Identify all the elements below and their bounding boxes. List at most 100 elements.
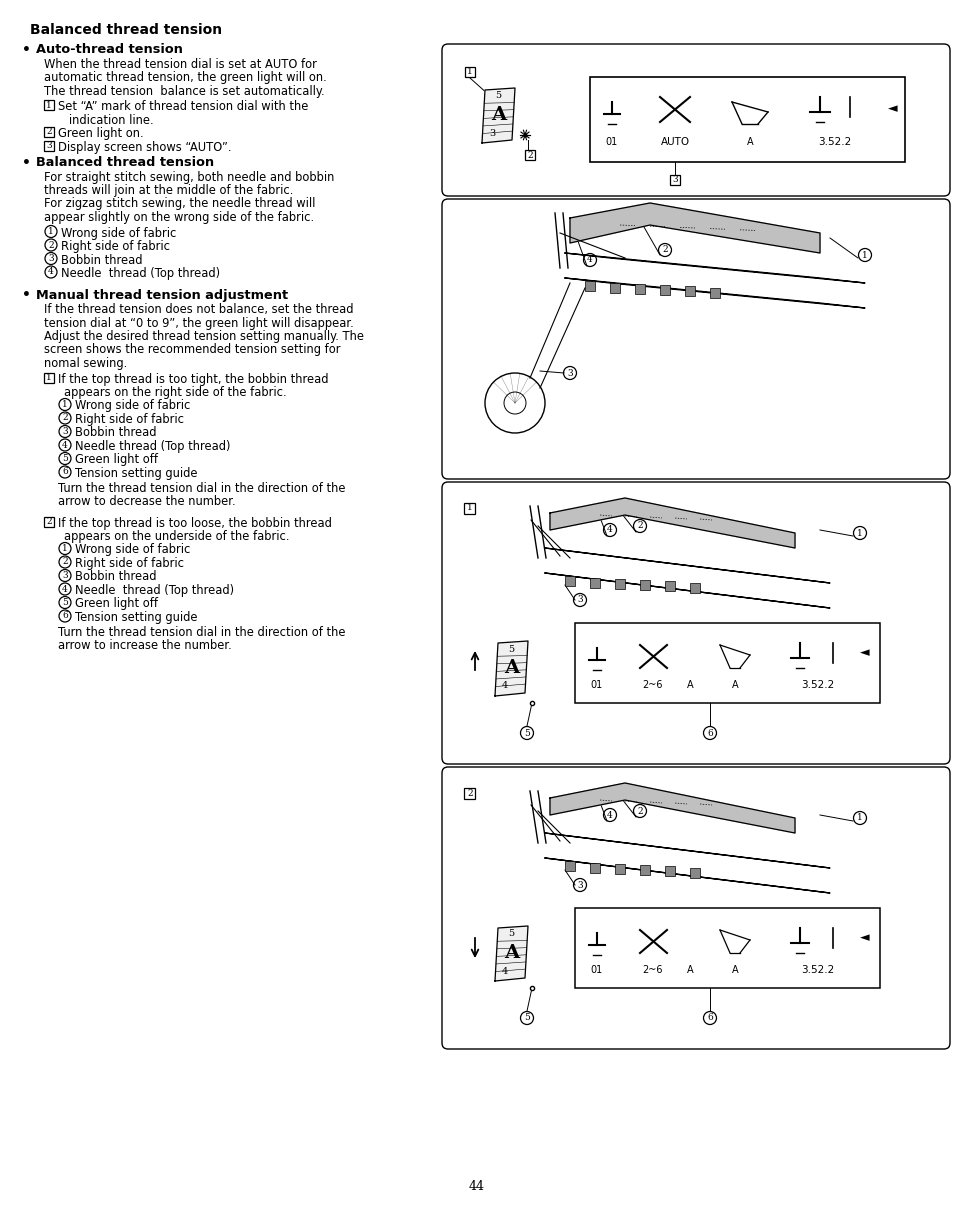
Bar bbox=[584, 281, 595, 292]
Text: A: A bbox=[686, 965, 693, 974]
Text: AUTO: AUTO bbox=[659, 137, 689, 147]
Text: Balanced thread tension: Balanced thread tension bbox=[36, 156, 213, 169]
Text: Manual thread tension adjustment: Manual thread tension adjustment bbox=[36, 288, 288, 301]
Text: Right side of fabric: Right side of fabric bbox=[75, 556, 184, 570]
Text: arrow to decrease the number.: arrow to decrease the number. bbox=[58, 495, 235, 508]
Text: 1: 1 bbox=[862, 250, 867, 260]
Text: 3.52.2: 3.52.2 bbox=[801, 680, 834, 690]
Text: indication line.: indication line. bbox=[58, 113, 153, 126]
Polygon shape bbox=[550, 498, 794, 548]
Text: 3: 3 bbox=[62, 571, 68, 580]
Text: A: A bbox=[731, 965, 738, 974]
Text: If the thread tension does not balance, set the thread: If the thread tension does not balance, … bbox=[44, 303, 354, 316]
Text: 3: 3 bbox=[49, 254, 53, 262]
Polygon shape bbox=[544, 573, 829, 608]
Bar bbox=[664, 866, 675, 876]
Text: If the top thread is too tight, the bobbin thread: If the top thread is too tight, the bobb… bbox=[58, 373, 328, 385]
Text: Wrong side of fabric: Wrong side of fabric bbox=[75, 400, 191, 413]
Text: A: A bbox=[504, 944, 519, 962]
Text: arrow to increase the number.: arrow to increase the number. bbox=[58, 639, 232, 652]
Bar bbox=[639, 865, 649, 875]
Text: For zigzag stitch sewing, the needle thread will: For zigzag stitch sewing, the needle thr… bbox=[44, 198, 315, 210]
Text: Needle  thread (Top thread): Needle thread (Top thread) bbox=[75, 584, 233, 597]
Text: appears on the right side of the fabric.: appears on the right side of the fabric. bbox=[64, 386, 286, 399]
Text: Tension setting guide: Tension setting guide bbox=[75, 611, 197, 625]
Text: 3: 3 bbox=[577, 881, 582, 889]
Text: A: A bbox=[504, 659, 519, 677]
Text: 2: 2 bbox=[637, 521, 642, 531]
Polygon shape bbox=[564, 253, 864, 283]
Bar bbox=[615, 864, 624, 874]
Text: ◄: ◄ bbox=[887, 102, 897, 115]
Polygon shape bbox=[495, 926, 527, 981]
Text: •: • bbox=[22, 43, 30, 57]
Text: Set “A” mark of thread tension dial with the: Set “A” mark of thread tension dial with… bbox=[58, 100, 308, 113]
Text: 5: 5 bbox=[507, 929, 514, 938]
Bar bbox=[589, 77, 904, 162]
Text: For straight stitch sewing, both needle and bobbin: For straight stitch sewing, both needle … bbox=[44, 170, 334, 183]
Text: 3: 3 bbox=[672, 175, 677, 185]
Bar bbox=[689, 868, 700, 877]
Text: Right side of fabric: Right side of fabric bbox=[75, 413, 184, 426]
Text: Turn the thread tension dial in the direction of the: Turn the thread tension dial in the dire… bbox=[58, 626, 345, 639]
Text: screen shows the recommended tension setting for: screen shows the recommended tension set… bbox=[44, 344, 340, 356]
Text: •: • bbox=[22, 288, 30, 303]
Polygon shape bbox=[569, 203, 820, 253]
Text: 2: 2 bbox=[46, 518, 51, 526]
Polygon shape bbox=[544, 858, 829, 893]
Text: 4: 4 bbox=[501, 682, 508, 690]
Text: 2~6: 2~6 bbox=[642, 680, 662, 690]
Bar bbox=[609, 283, 619, 293]
Text: 2: 2 bbox=[661, 245, 667, 254]
Text: 1: 1 bbox=[46, 101, 51, 109]
Polygon shape bbox=[495, 642, 527, 696]
Text: A: A bbox=[746, 137, 753, 147]
Text: 44: 44 bbox=[469, 1181, 484, 1193]
Text: 01: 01 bbox=[590, 680, 602, 690]
Text: 3: 3 bbox=[567, 368, 572, 378]
Text: 2: 2 bbox=[467, 789, 473, 797]
Text: 4: 4 bbox=[606, 526, 612, 535]
Text: Adjust the desired thread tension setting manually. The: Adjust the desired thread tension settin… bbox=[44, 330, 364, 343]
Text: 6: 6 bbox=[62, 611, 68, 621]
Text: 4: 4 bbox=[501, 966, 508, 976]
Text: Turn the thread tension dial in the direction of the: Turn the thread tension dial in the dire… bbox=[58, 481, 345, 495]
Text: Auto-thread tension: Auto-thread tension bbox=[36, 43, 183, 56]
Text: 4: 4 bbox=[586, 255, 592, 265]
Text: 1: 1 bbox=[48, 227, 53, 236]
Text: 1: 1 bbox=[46, 373, 51, 382]
Text: 3: 3 bbox=[577, 595, 582, 605]
Bar bbox=[635, 284, 644, 294]
Text: 5: 5 bbox=[523, 729, 529, 738]
Bar bbox=[564, 861, 575, 871]
Text: Tension setting guide: Tension setting guide bbox=[75, 467, 197, 480]
Bar bbox=[589, 577, 599, 588]
Text: 5: 5 bbox=[62, 454, 68, 463]
Text: Green light off: Green light off bbox=[75, 598, 158, 610]
Text: 2~6: 2~6 bbox=[642, 965, 662, 974]
Text: 5: 5 bbox=[507, 644, 514, 654]
Text: 3: 3 bbox=[46, 141, 51, 149]
Text: 2: 2 bbox=[62, 413, 68, 423]
Text: 3.52.2: 3.52.2 bbox=[818, 137, 851, 147]
Text: If the top thread is too loose, the bobbin thread: If the top thread is too loose, the bobb… bbox=[58, 516, 332, 530]
Text: Bobbin thread: Bobbin thread bbox=[61, 254, 142, 266]
Bar bbox=[589, 863, 599, 872]
Text: 2: 2 bbox=[637, 807, 642, 815]
Bar bbox=[564, 576, 575, 587]
Polygon shape bbox=[564, 278, 864, 307]
Text: A: A bbox=[491, 106, 506, 124]
Text: Balanced thread tension: Balanced thread tension bbox=[30, 23, 222, 36]
Text: 2: 2 bbox=[62, 558, 68, 566]
Bar bbox=[659, 286, 669, 295]
Text: Display screen shows “AUTO”.: Display screen shows “AUTO”. bbox=[58, 141, 232, 153]
Text: 4: 4 bbox=[62, 584, 68, 593]
Text: Bobbin thread: Bobbin thread bbox=[75, 571, 156, 583]
Bar bbox=[684, 287, 695, 296]
Bar bbox=[709, 288, 720, 298]
Text: automatic thread tension, the green light will on.: automatic thread tension, the green ligh… bbox=[44, 70, 327, 84]
Text: tension dial at “0 to 9”, the green light will disappear.: tension dial at “0 to 9”, the green ligh… bbox=[44, 316, 354, 329]
Text: Needle  thread (Top thread): Needle thread (Top thread) bbox=[61, 267, 220, 279]
Text: 01: 01 bbox=[590, 965, 602, 974]
Bar bbox=[639, 580, 649, 590]
